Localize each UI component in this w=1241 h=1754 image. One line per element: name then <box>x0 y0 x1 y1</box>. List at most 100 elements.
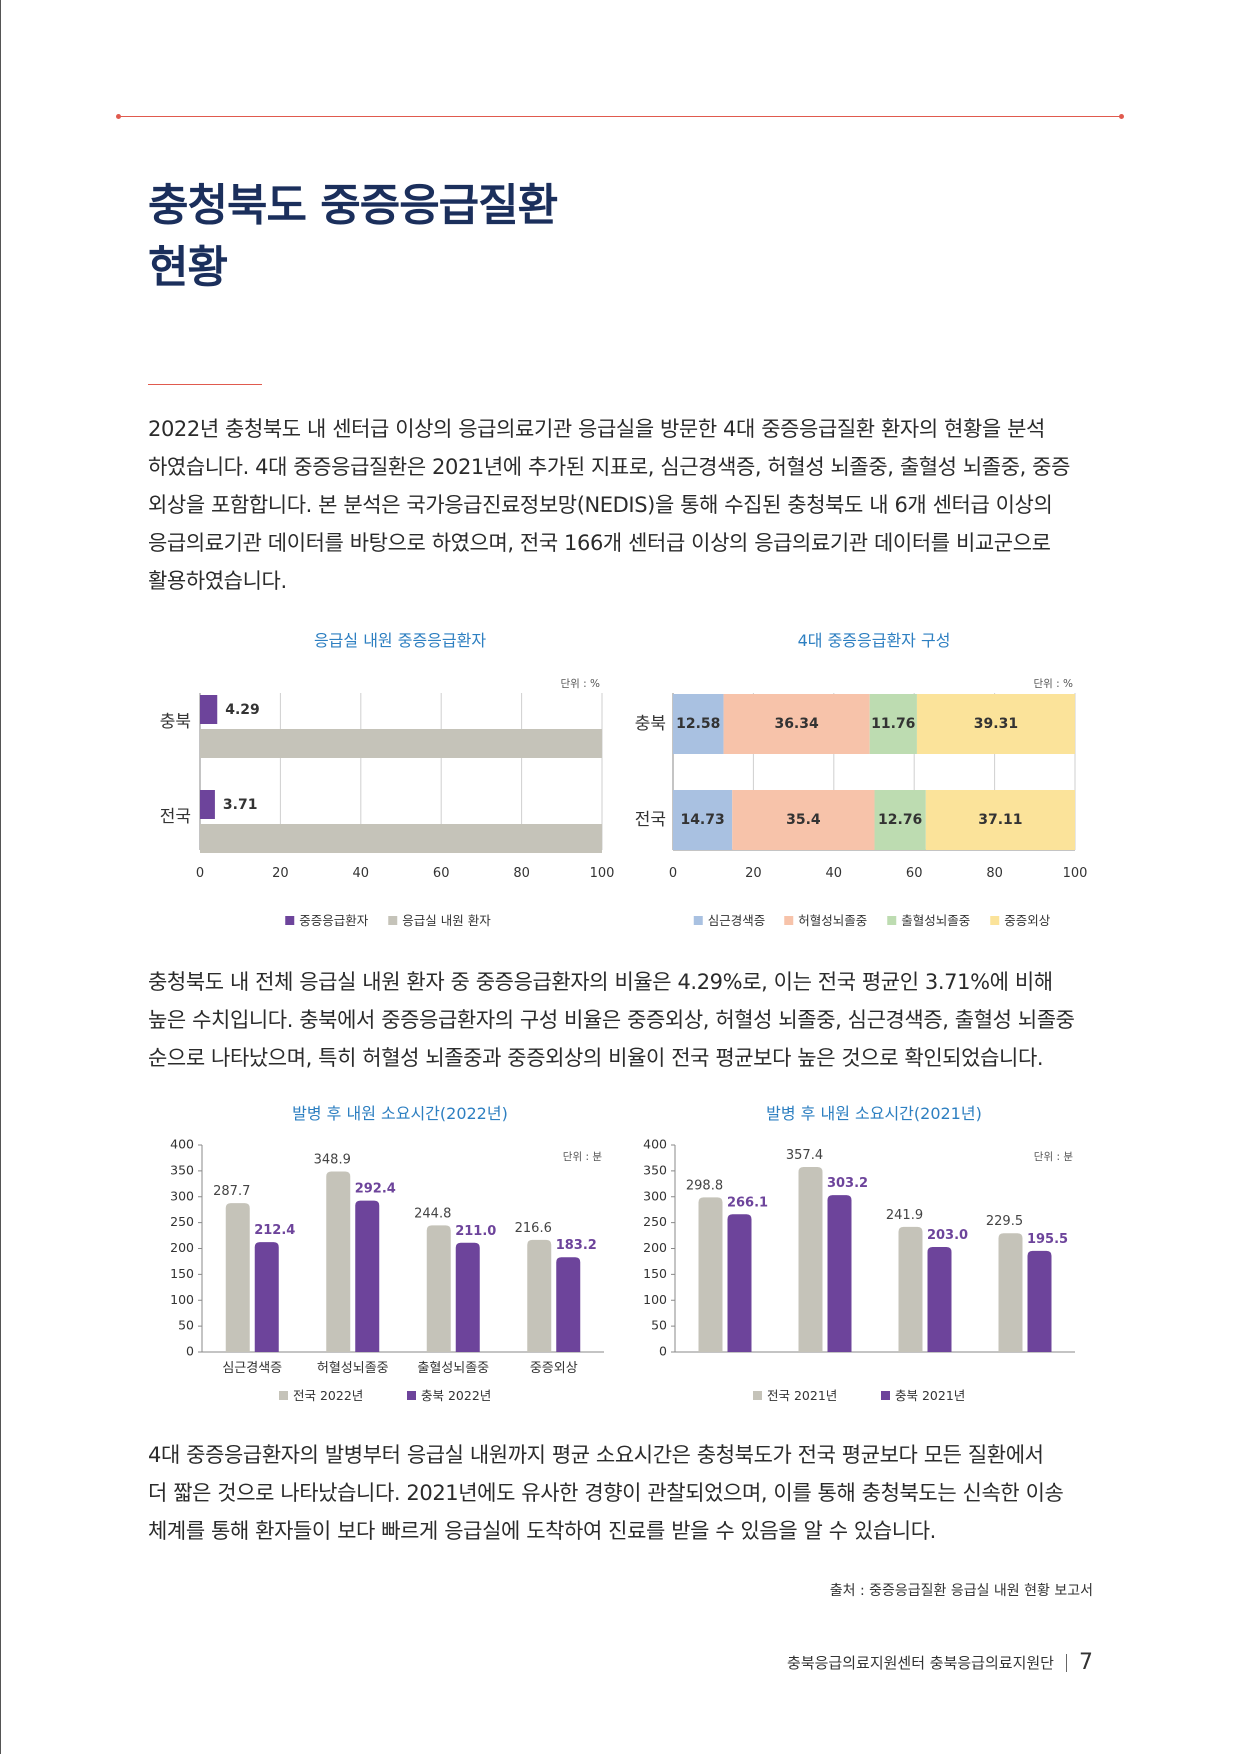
bar-segment <box>673 790 733 850</box>
legend-label: 출혈성뇌졸중 <box>901 913 970 928</box>
page-number: 7 <box>1079 1650 1093 1675</box>
category-label: 충북 <box>160 712 191 732</box>
legend-label: 전국 2022년 <box>293 1388 363 1403</box>
unit-label: 단위 : 분 <box>1034 1150 1074 1163</box>
x-tick-label: 40 <box>826 866 843 881</box>
chart-title: 응급실 내원 중증응급환자 <box>314 631 486 650</box>
bar-national <box>225 1203 250 1352</box>
bar-national <box>698 1197 723 1352</box>
y-tick-label: 0 <box>186 1344 194 1359</box>
chart-title: 발병 후 내원 소요시간(2021년) <box>766 1104 982 1123</box>
y-tick-label: 400 <box>170 1137 194 1152</box>
y-tick-label: 200 <box>170 1240 194 1255</box>
source-note: 출처 : 중증응급질환 응급실 내원 현황 보고서 <box>829 1583 1093 1599</box>
y-tick-label: 50 <box>178 1318 194 1333</box>
page-title-line-1: 충청북도 중증응급질환 <box>148 180 558 231</box>
data-label: 357.4 <box>786 1148 823 1163</box>
data-label: 348.9 <box>314 1152 351 1167</box>
paragraph-line: 체계를 통해 환자들이 보다 빠르게 응급실에 도착하여 진료를 받을 수 있음… <box>148 1519 936 1543</box>
legend-label: 허혈성뇌졸중 <box>798 913 867 928</box>
y-tick-label: 100 <box>170 1292 194 1307</box>
paragraph-line: 활용하였습니다. <box>148 569 287 593</box>
x-tick-label: 20 <box>745 866 762 881</box>
y-tick-label: 200 <box>643 1240 667 1255</box>
bar-segment <box>916 694 1075 754</box>
y-tick-label: 0 <box>659 1344 667 1359</box>
y-tick-label: 150 <box>643 1266 667 1281</box>
legend-label: 심근경색증 <box>708 913 766 928</box>
bar-chungbuk <box>727 1214 752 1352</box>
bar-chungbuk <box>1027 1250 1052 1352</box>
legend-label: 충북 2021년 <box>895 1388 965 1403</box>
legend-swatch <box>693 916 703 925</box>
data-label: 11.76 <box>871 716 915 732</box>
bar-chungbuk <box>254 1242 279 1352</box>
y-tick-label: 50 <box>651 1318 667 1333</box>
paragraph-line: 외상을 포함합니다. 본 분석은 국가응급진료정보망(NEDIS)을 통해 수집… <box>148 493 1053 517</box>
x-tick-label: 100 <box>590 866 615 881</box>
bar-chungbuk <box>556 1257 581 1352</box>
x-tick-label: 0 <box>669 866 677 881</box>
page-footer: 충북응급의료지원센터 충북응급의료지원단 7 <box>787 1650 1093 1675</box>
data-label: 303.2 <box>827 1176 868 1191</box>
x-tick-label: 80 <box>986 866 1003 881</box>
bar-chungbuk <box>827 1195 852 1352</box>
legend-swatch <box>784 916 794 925</box>
bar-total <box>200 729 602 758</box>
data-label: 203.0 <box>927 1228 968 1243</box>
bar-national <box>426 1225 451 1352</box>
bar-chungbuk <box>355 1200 380 1352</box>
top-rule-left-dot <box>116 114 121 119</box>
data-label: 229.5 <box>986 1214 1023 1229</box>
legend-swatch <box>887 916 897 925</box>
data-label: 3.71 <box>223 797 258 813</box>
data-label: 266.1 <box>727 1195 768 1210</box>
page-title: 충청북도 중증응급질환 현황 <box>148 175 558 299</box>
y-tick-label: 250 <box>170 1214 194 1229</box>
data-label: 212.4 <box>254 1223 295 1238</box>
y-tick-label: 300 <box>643 1188 667 1203</box>
legend-swatch <box>279 1391 288 1400</box>
bar-severe <box>200 790 215 819</box>
unit-label: 단위 : 분 <box>563 1150 603 1163</box>
data-label: 287.7 <box>213 1184 250 1199</box>
page-title-line-2: 현황 <box>148 242 228 293</box>
category-label: 심근경색증 <box>222 1361 282 1376</box>
category-label: 전국 <box>160 807 191 827</box>
data-label: 39.31 <box>974 716 1018 732</box>
unit-label: 단위 : % <box>1033 677 1073 690</box>
x-tick-label: 80 <box>513 866 530 881</box>
bar-national <box>998 1233 1023 1352</box>
x-tick-label: 60 <box>906 866 923 881</box>
paragraph-line: 순으로 나타났으며, 특히 허혈성 뇌졸중과 중증외상의 비율이 전국 평균보다… <box>148 1046 1044 1070</box>
bar-segment <box>874 790 926 850</box>
data-label: 37.11 <box>978 812 1022 828</box>
data-label: 4.29 <box>225 702 260 718</box>
legend-label: 응급실 내원 환자 <box>402 913 491 928</box>
bar-national <box>798 1167 823 1352</box>
bar-segment <box>869 694 917 754</box>
bar-segment <box>925 790 1075 850</box>
data-label: 244.8 <box>414 1206 451 1221</box>
ratio-paragraph: 충청북도 내 전체 응급실 내원 환자 중 중증응급환자의 비율은 4.29%로… <box>148 963 1094 1077</box>
category-label: 출혈성뇌졸중 <box>417 1361 489 1376</box>
paragraph-line: 높은 수치입니다. 충북에서 중증응급환자의 구성 비율은 중증외상, 허혈성 … <box>148 1008 1075 1032</box>
x-tick-label: 60 <box>433 866 450 881</box>
data-label: 298.8 <box>686 1178 723 1193</box>
paragraph-line: 충청북도 내 전체 응급실 내원 환자 중 중증응급환자의 비율은 4.29%로… <box>148 970 1053 994</box>
time-paragraph: 4대 중증응급환자의 발병부터 응급실 내원까지 평균 소요시간은 충청북도가 … <box>148 1436 1094 1550</box>
y-tick-label: 350 <box>643 1162 667 1177</box>
data-label: 195.5 <box>1027 1232 1068 1247</box>
bar-severe <box>200 695 218 724</box>
legend-label: 중증외상 <box>1004 913 1051 928</box>
paragraph-line: 응급의료기관 데이터를 바탕으로 하였으며, 전국 166개 센터급 이상의 응… <box>148 531 1051 555</box>
y-tick-label: 150 <box>170 1266 194 1281</box>
legend-swatch <box>407 1391 416 1400</box>
top-rule <box>118 116 1122 117</box>
paragraph-line: 4대 중증응급환자의 발병부터 응급실 내원까지 평균 소요시간은 충청북도가 … <box>148 1443 1044 1467</box>
category-label: 허혈성뇌졸중 <box>317 1361 389 1376</box>
x-tick-label: 0 <box>196 866 204 881</box>
data-label: 14.73 <box>680 812 724 828</box>
legend-label: 전국 2021년 <box>767 1388 837 1403</box>
